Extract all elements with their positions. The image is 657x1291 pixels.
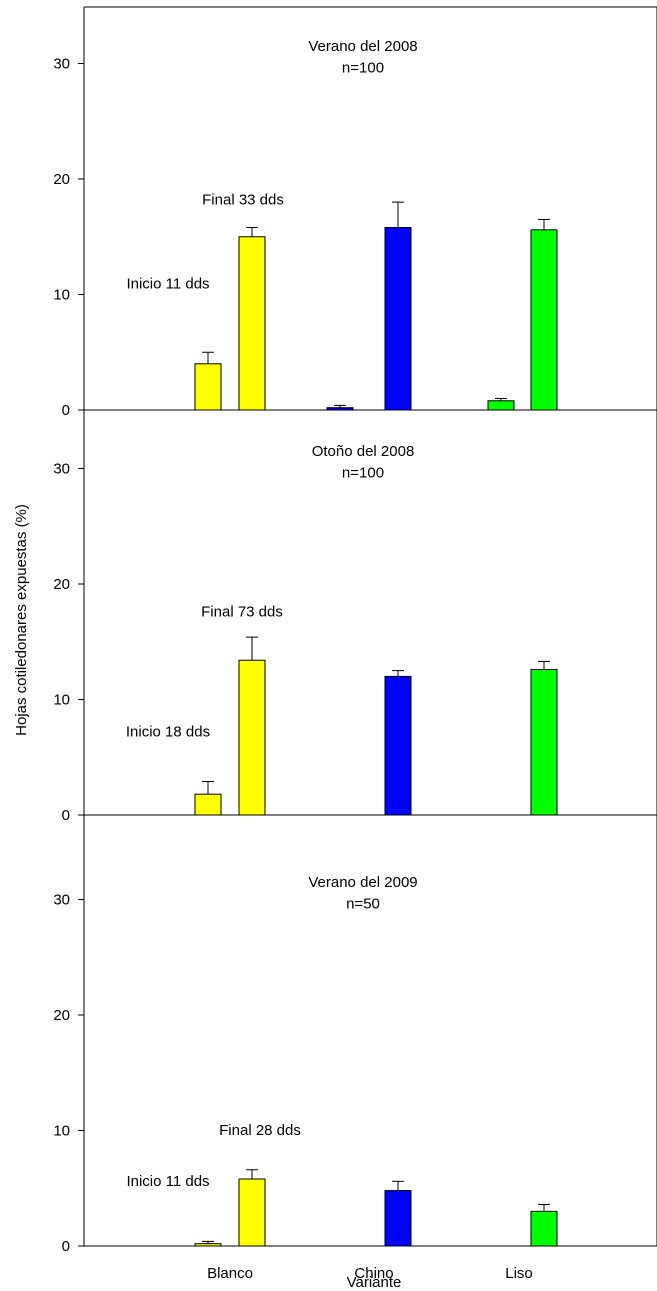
panel-1: 0 10 20 30 Verano del 2008 n=100 Inicio 11 dds… bbox=[53, 38, 657, 419]
panel-title: Otoño del 2008 bbox=[312, 443, 415, 460]
bar-final-blanco bbox=[238, 1178, 266, 1247]
panel-subtitle: n=100 bbox=[342, 465, 384, 482]
bar-inicio-blanco bbox=[194, 1243, 222, 1247]
bar-final-chino bbox=[384, 1190, 412, 1247]
plot-frame bbox=[83, 6, 657, 1246]
series-label-final: Final 28 dds bbox=[219, 1122, 301, 1139]
series-label-inicio: Inicio 18 dds bbox=[126, 723, 210, 740]
category-label-liso: Liso bbox=[505, 1265, 533, 1282]
series-label-inicio: Inicio 11 dds bbox=[126, 276, 209, 293]
y-tick-label-30: 30 bbox=[53, 892, 70, 909]
panel-title: Verano del 2009 bbox=[308, 874, 417, 891]
bar-inicio-blanco bbox=[194, 793, 222, 816]
series-label-inicio: Inicio 11 dds bbox=[126, 1173, 209, 1190]
bar-final-chino bbox=[384, 675, 412, 816]
y-tick-label-30: 30 bbox=[53, 461, 70, 478]
y-tick-label-10: 10 bbox=[53, 1123, 70, 1140]
bar-final-blanco bbox=[238, 659, 266, 816]
category-label-chino: Chino bbox=[354, 1265, 393, 1282]
bar-final-chino bbox=[384, 227, 412, 411]
panels: 0 10 20 30 Verano del 2008 n=100 Inicio 11 dds… bbox=[53, 38, 657, 1255]
panel-title: Verano del 2008 bbox=[308, 38, 417, 55]
panel-2: 0 10 20 30 Otoño del 2008 n=100 Inicio 18 dds F… bbox=[53, 443, 657, 824]
bar-final-liso bbox=[530, 1210, 558, 1247]
y-tick-label-10: 10 bbox=[53, 287, 70, 304]
series-label-final: Final 33 dds bbox=[202, 191, 284, 208]
y-tick-label-0: 0 bbox=[62, 807, 70, 824]
series-label-final: Final 73 dds bbox=[201, 603, 283, 620]
x-axis-title: Variante bbox=[347, 1274, 402, 1291]
y-tick-label-20: 20 bbox=[53, 1007, 70, 1024]
bar-inicio-blanco bbox=[194, 363, 222, 411]
bar-final-liso bbox=[530, 668, 558, 816]
y-tick-label-0: 0 bbox=[62, 402, 70, 419]
y-tick-label-20: 20 bbox=[53, 576, 70, 593]
panel-3: 0 10 20 30 Verano del 2009 n=50 Inicio 11 dds F… bbox=[53, 874, 657, 1255]
bar-final-liso bbox=[530, 229, 558, 411]
y-axis-title: Hojas cotiledonares expuestas (%) bbox=[13, 504, 30, 736]
y-tick-label-0: 0 bbox=[62, 1238, 70, 1255]
panel-subtitle: n=100 bbox=[342, 60, 384, 77]
bar-inicio-chino bbox=[326, 407, 354, 411]
y-tick-label-10: 10 bbox=[53, 692, 70, 709]
y-tick-label-20: 20 bbox=[53, 171, 70, 188]
category-label-blanco: Blanco bbox=[207, 1265, 253, 1282]
x-axis: Blanco Chino Liso bbox=[207, 1265, 533, 1282]
bar-inicio-liso bbox=[487, 400, 515, 411]
y-tick-label-30: 30 bbox=[53, 56, 70, 73]
panel-subtitle: n=50 bbox=[346, 896, 380, 913]
bar-final-blanco bbox=[238, 236, 266, 411]
